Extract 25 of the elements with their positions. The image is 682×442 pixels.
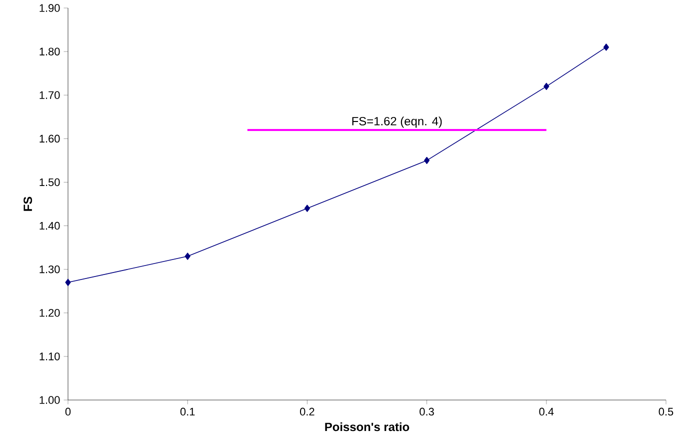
y-tick-label: 1.90 (40, 4, 60, 12)
point (65, 278, 71, 286)
annotation: FS=1.62 (eqn. 4) (352, 116, 442, 128)
point (603, 44, 609, 51)
x-tick-label: 0.3 (420, 408, 434, 416)
y-tick-label: 1.50 (40, 178, 60, 186)
point (424, 156, 430, 164)
x-tick-label: 0.5 (658, 408, 674, 416)
point (184, 252, 190, 260)
x-tick-label: 0 (65, 408, 71, 416)
y-tick-label: 1.60 (40, 134, 60, 143)
y-tick-label: 1.00 (40, 396, 60, 404)
x-axis-title: Poisson's ratio (325, 422, 410, 432)
point (304, 204, 310, 212)
y-axis-title: FS (24, 196, 32, 211)
point (544, 82, 550, 90)
y-tick-label: 1.40 (40, 222, 60, 230)
x-tick-label: 0.1 (180, 408, 195, 416)
y-tick-label: 1.30 (40, 265, 60, 274)
y-tick-label: 1.10 (40, 352, 60, 360)
y-tick-label: 1.70 (40, 91, 60, 99)
x-tick-label: 0.4 (539, 408, 554, 416)
x-tick-label: 0.2 (300, 408, 314, 416)
y-tick-label: 1.80 (40, 48, 60, 56)
y-tick-label: 1.20 (40, 309, 60, 317)
